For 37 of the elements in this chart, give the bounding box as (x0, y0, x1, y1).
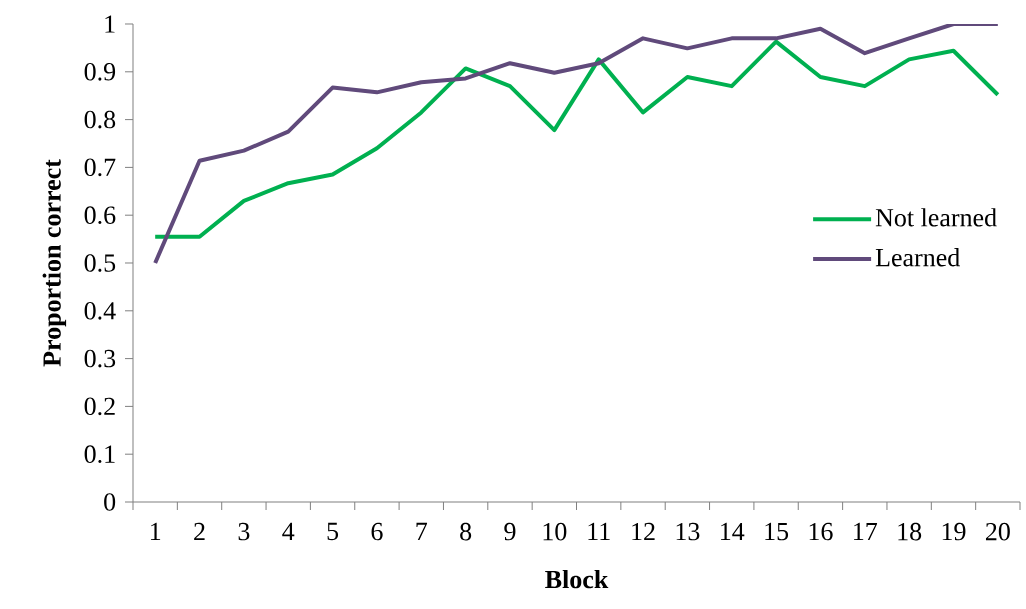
x-tick-label: 9 (504, 522, 516, 541)
x-tick-label: 16 (809, 522, 833, 541)
x-tick-label: 10 (543, 522, 567, 541)
x-tick-label: 7 (416, 522, 428, 540)
y-tick-label: 0.5 (84, 254, 116, 272)
y-tick-label: 0.2 (84, 397, 115, 416)
y-tick-label: 0.1 (84, 445, 115, 464)
x-tick-label: 2 (194, 522, 205, 541)
x-tick-label: 8 (460, 522, 472, 541)
x-tick-label: 14 (721, 522, 745, 541)
x-axis-title: Block (545, 569, 609, 589)
y-axis-title: Proportion correct (42, 159, 67, 367)
x-tick-label: 11 (588, 522, 610, 541)
x-tick-label: 20 (985, 522, 1010, 541)
y-tick-label: 0.6 (84, 206, 116, 225)
x-tick-label: 15 (765, 522, 789, 541)
legend-label: Not learned (875, 208, 997, 227)
y-tick-label: 0.8 (84, 110, 116, 129)
x-tick-label: 18 (898, 522, 922, 541)
x-tick-label: 12 (632, 522, 655, 541)
legend-label: Learned (875, 248, 960, 267)
y-tick-label: 1 (105, 15, 115, 33)
x-tick-label: 17 (854, 522, 878, 541)
x-tick-label: 1 (150, 522, 161, 541)
x-tick-label: 4 (282, 522, 295, 540)
x-tick-label: 6 (371, 522, 383, 541)
y-tick-label: 0 (104, 493, 116, 511)
y-tick-label: 0.4 (84, 301, 116, 320)
y-tick-label: 0.7 (84, 158, 116, 177)
x-tick-label: 5 (327, 522, 339, 541)
y-tick-label: 0.3 (84, 349, 116, 368)
y-tick-label: 0.9 (84, 62, 116, 81)
line-series (153, 39, 1000, 239)
line-series (153, 24, 1000, 265)
x-tick-label: 3 (238, 522, 250, 541)
x-tick-label: 13 (676, 522, 700, 541)
x-tick-label: 19 (942, 522, 966, 541)
